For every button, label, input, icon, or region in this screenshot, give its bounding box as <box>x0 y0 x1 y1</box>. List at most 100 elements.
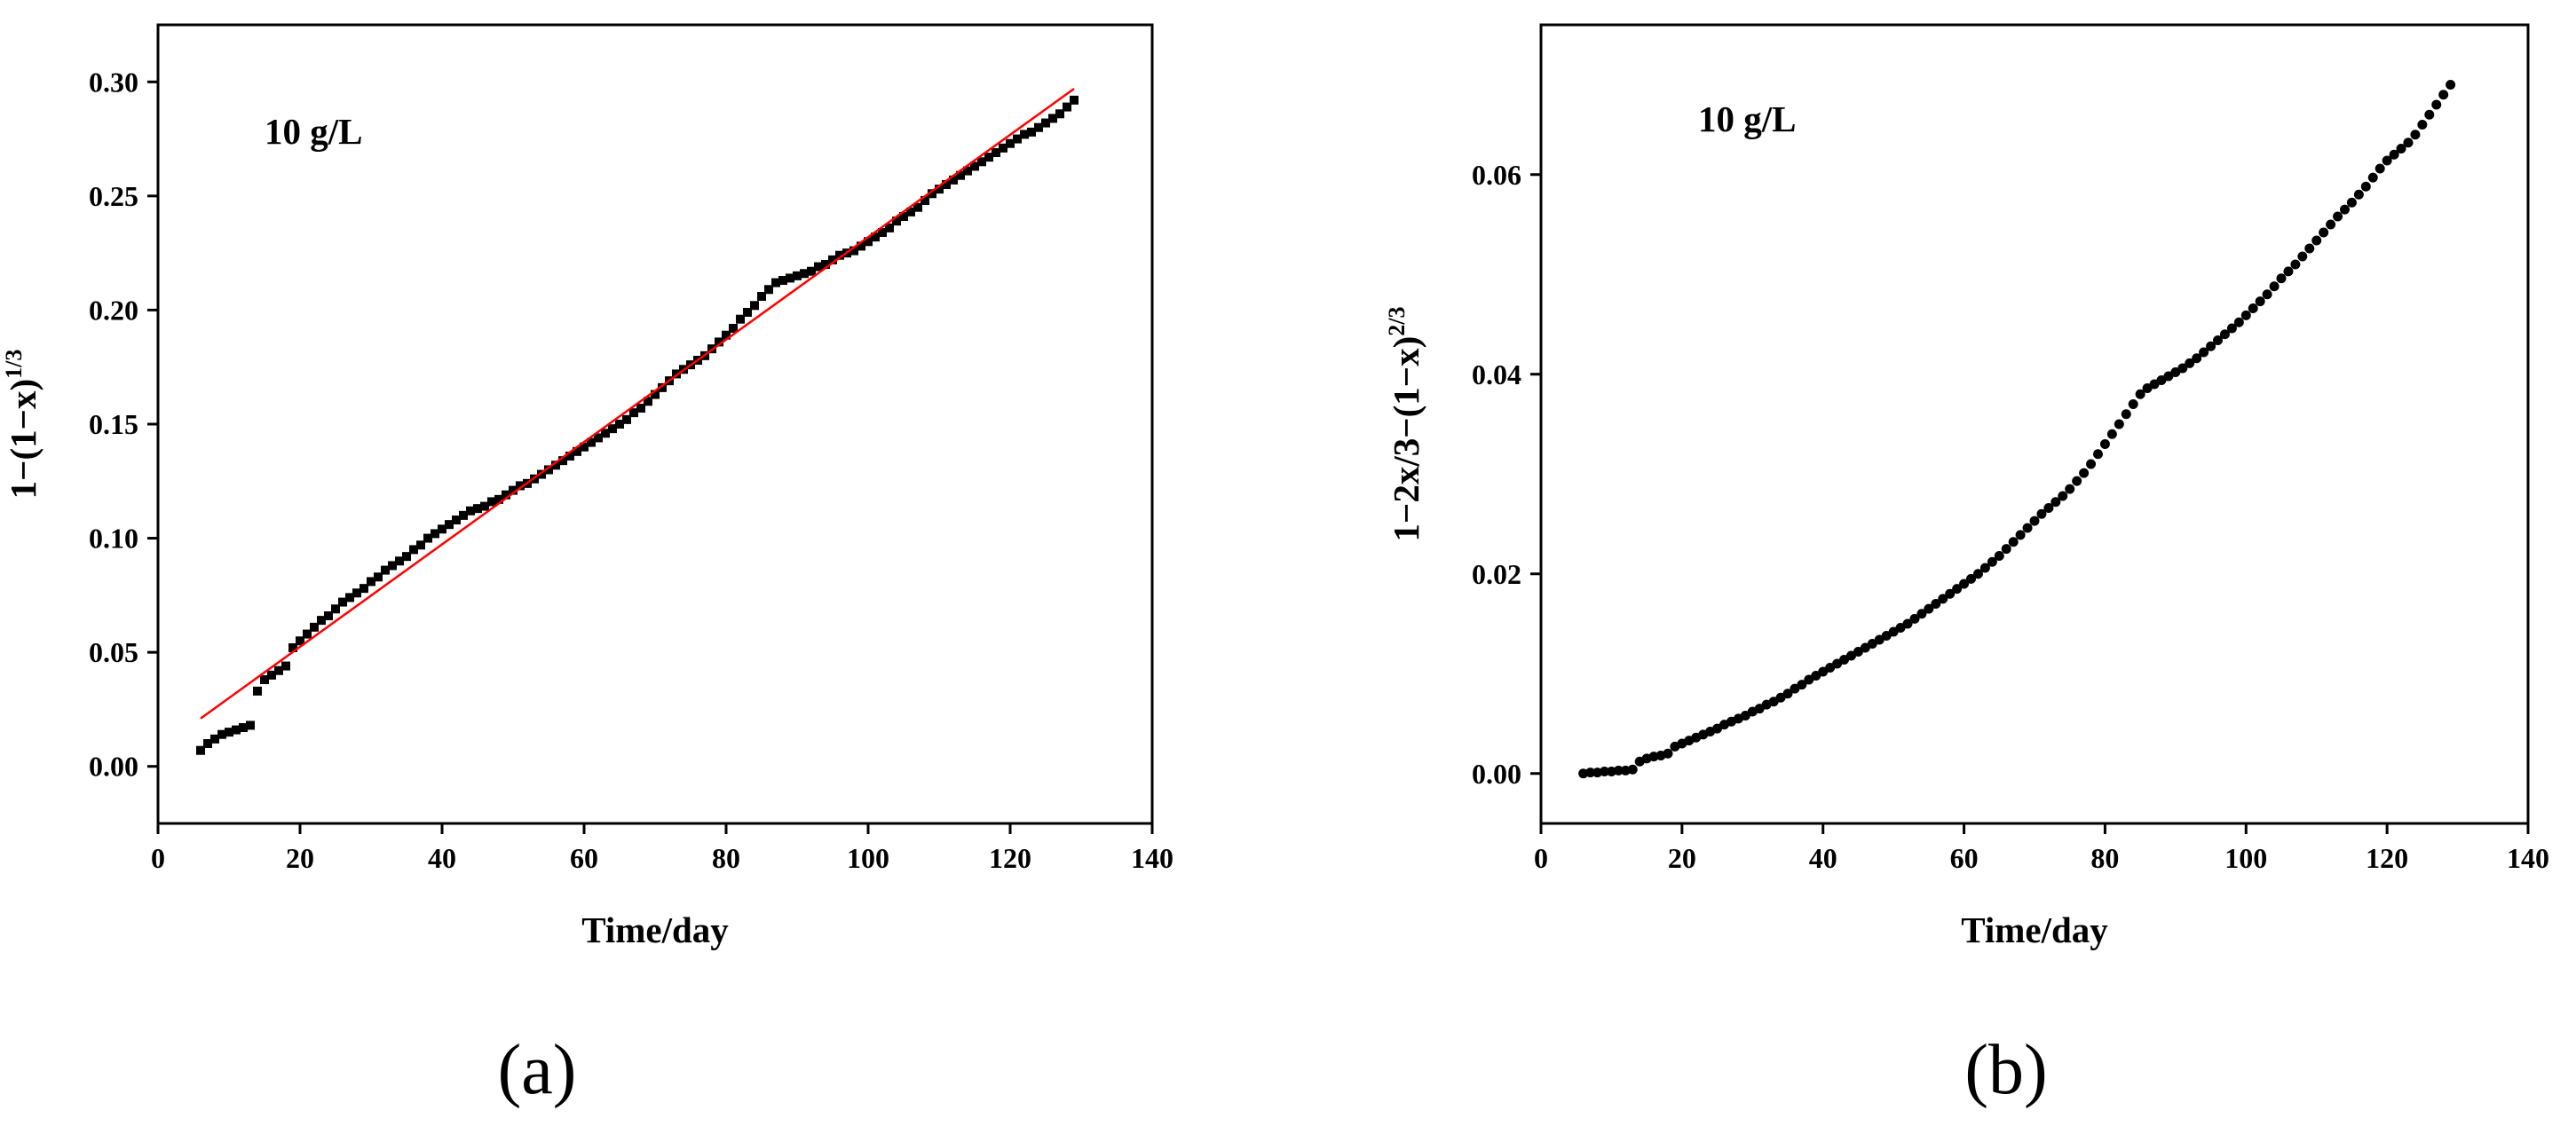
chart-a-data-point <box>928 189 936 199</box>
chart-b-annotation: 10 g/L <box>1698 98 1797 139</box>
chart-a-data-point <box>999 143 1007 153</box>
chart-a-data-point <box>232 725 241 735</box>
chart-a-data-point <box>345 593 354 602</box>
chart-a-data-point <box>580 442 589 452</box>
chart-a-data-point <box>445 520 454 530</box>
chart-b-data-point <box>2114 419 2124 429</box>
chart-a-data-point <box>388 561 397 571</box>
chart-a-data-point <box>992 148 1000 157</box>
chart-b-data-point <box>2417 120 2428 130</box>
chart-b-data-point <box>2092 449 2103 460</box>
chart-b-data-point <box>1627 764 1638 775</box>
chart-a-data-point <box>381 565 390 575</box>
chart-b-data-point <box>2219 329 2230 340</box>
chart-a-data-point <box>984 153 993 162</box>
chart-b-data-point <box>2015 530 2026 540</box>
chart-b-data-point <box>2106 429 2117 439</box>
chart-a-data-point <box>338 597 347 607</box>
chart-a-data-point <box>203 739 212 748</box>
chart-a-data-points <box>196 95 1079 755</box>
chart-a-data-point <box>921 196 929 205</box>
chart-a-data-point <box>743 308 752 317</box>
chart-a-data-point <box>970 161 979 171</box>
chart-b-data-point <box>2333 211 2343 222</box>
chart-b-data-point <box>2072 476 2082 486</box>
chart-b-data-point <box>2135 389 2145 399</box>
chart-a-data-point <box>296 636 304 646</box>
chart-a-panel-label: (a) <box>498 1031 577 1109</box>
chart-a-data-point <box>1063 102 1071 112</box>
chart-a-data-point <box>793 271 802 280</box>
chart-b-data-point <box>2367 172 2378 183</box>
chart-a-data-point <box>885 223 894 232</box>
chart-a-data-point <box>502 490 510 500</box>
chart-b-data-point <box>2001 544 2011 555</box>
chart-a-data-point <box>409 545 418 555</box>
chart-a-data-point <box>935 185 944 194</box>
chart-b-data-point <box>1979 563 1990 573</box>
chart-a-y-tick-label: 0.20 <box>89 294 138 326</box>
chart-b-data-point <box>1994 551 2004 561</box>
chart-a-data-point <box>778 276 787 285</box>
chart-a-data-point <box>416 540 425 550</box>
chart-b-data-point <box>2022 523 2033 533</box>
chart-b-data-point <box>2185 358 2195 368</box>
chart-a-data-point <box>764 285 773 295</box>
chart-b-x-tick-label: 0 <box>1534 842 1548 874</box>
chart-a-y-tick-label: 0.10 <box>89 523 138 555</box>
chart-b-data-point <box>2058 491 2068 501</box>
chart-b-data-point <box>2008 537 2019 547</box>
chart-b-x-axis-label: Time/day <box>1961 909 2108 950</box>
chart-a-data-point <box>672 369 681 379</box>
chart-a-y-tick-label: 0.30 <box>89 66 138 98</box>
chart-b-y-tick-label: 0.06 <box>1472 159 1521 191</box>
chart-a-data-point <box>537 469 546 479</box>
chart-a-data-point <box>871 232 880 242</box>
chart-a-data-point <box>651 390 660 399</box>
chart-b-data-point <box>2240 310 2251 320</box>
chart-b-data-point <box>1966 573 1977 584</box>
chart-a-data-point <box>459 510 468 520</box>
chart-a-data-point <box>473 504 482 514</box>
chart-b-data-point <box>2192 353 2202 364</box>
chart-b-data-point <box>2297 251 2308 262</box>
chart-a-data-point <box>1055 109 1064 119</box>
chart-a-data-point <box>225 728 233 737</box>
chart-a-data-point <box>594 433 603 443</box>
chart-a-data-point <box>303 629 312 639</box>
chart-b-data-point <box>2396 144 2406 154</box>
chart-a-data-point <box>644 397 652 406</box>
chart-a-data-point <box>360 584 368 594</box>
chart-a-fit-line <box>200 87 1075 720</box>
chart-a-annotation: 10 g/L <box>265 111 363 152</box>
chart-b-data-point <box>2360 181 2371 192</box>
chart-b-data-point <box>1902 618 1913 629</box>
chart-a-data-point <box>565 452 574 461</box>
chart-a-data-point <box>864 237 873 247</box>
chart-a-data-point <box>423 533 432 543</box>
chart-a-data-point <box>821 260 830 269</box>
chart-b-x-tick-label: 60 <box>1950 842 1979 874</box>
chart-a-data-point <box>1048 114 1057 123</box>
chart-b-data-point <box>2099 439 2110 449</box>
chart-b-data-point <box>1952 584 1963 594</box>
chart-b-x-tick-label: 80 <box>2090 842 2119 874</box>
chart-a-data-point <box>658 382 667 392</box>
chart-b-x-tick-label: 120 <box>2366 842 2408 874</box>
chart-a-data-point <box>1070 95 1079 105</box>
chart-b-data-point <box>2389 149 2399 160</box>
chart-b-data-point <box>2233 317 2244 327</box>
chart-b-x-tick-label: 20 <box>1668 842 1696 874</box>
chart-a-data-point <box>395 556 404 566</box>
chart-b-data-point <box>2346 197 2357 208</box>
chart-b-data-point <box>1938 594 1948 604</box>
chart-a-data-point <box>466 506 475 516</box>
chart-b-data-point <box>1987 556 1997 567</box>
chart-a-x-tick-label: 60 <box>570 842 598 874</box>
chart-a-data-point <box>814 262 823 272</box>
chart-b-y-tick-label: 0.00 <box>1472 758 1521 790</box>
chart-a-x-tick-label: 80 <box>712 842 740 874</box>
chart-b-data-point <box>2403 138 2414 148</box>
chart-a-data-point <box>487 497 496 507</box>
chart-a-data-point <box>1006 138 1015 148</box>
